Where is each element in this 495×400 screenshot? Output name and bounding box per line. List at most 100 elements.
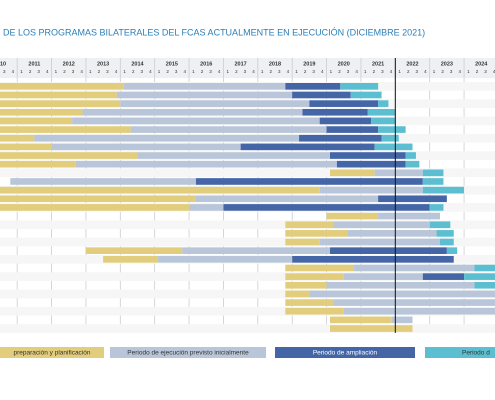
- segment: [374, 169, 423, 177]
- quarter-label: 4: [459, 69, 462, 74]
- quarter-label: 2: [201, 69, 204, 74]
- quarter-label: 2: [304, 69, 307, 74]
- quarter-label: 1: [20, 69, 23, 74]
- segment: [371, 117, 396, 125]
- segment: [326, 281, 475, 289]
- quarter-label: 4: [424, 69, 427, 74]
- quarter-label: 1: [398, 69, 401, 74]
- segment: [285, 238, 320, 246]
- segment: [378, 212, 440, 220]
- segment: [436, 230, 454, 237]
- x-tick-label: 2012: [63, 61, 75, 67]
- quarter-label: 4: [355, 69, 358, 74]
- header-bg: [0, 58, 495, 78]
- x-tick-label: 2010: [0, 61, 6, 67]
- segment: [391, 316, 413, 324]
- quarter-label: 1: [55, 69, 58, 74]
- x-tick-label: 2013: [97, 61, 109, 67]
- segment: [195, 178, 423, 185]
- segment: [0, 83, 124, 90]
- x-tick-label: 2014: [131, 61, 144, 67]
- quarter-label: 1: [364, 69, 367, 74]
- segment: [343, 273, 423, 280]
- segment: [343, 307, 495, 315]
- quarter-label: 3: [312, 69, 315, 74]
- segment: [285, 273, 344, 280]
- legend-swatch: [0, 347, 104, 358]
- segment: [319, 238, 440, 246]
- segment: [422, 273, 465, 280]
- quarter-label: 3: [72, 69, 75, 74]
- segment: [103, 256, 159, 263]
- x-tick-label: 2022: [406, 61, 418, 67]
- segment: [336, 160, 406, 168]
- segment: [285, 264, 355, 272]
- segment: [422, 186, 465, 194]
- segment: [429, 204, 444, 211]
- segment: [333, 299, 495, 306]
- quarter-label: 3: [484, 69, 487, 74]
- x-tick-label: 2015: [166, 61, 178, 67]
- quarter-label: 4: [149, 69, 152, 74]
- quarter-label: 2: [235, 69, 238, 74]
- quarter-label: 2: [29, 69, 32, 74]
- segment: [82, 108, 303, 116]
- segment: [429, 221, 451, 229]
- row-band: [0, 272, 495, 281]
- segment: [34, 134, 300, 142]
- x-tick-label: 2016: [200, 61, 212, 67]
- segment: [285, 230, 348, 237]
- quarter-label: 2: [476, 69, 479, 74]
- segment: [354, 264, 475, 272]
- segment: [309, 100, 379, 107]
- segment: [326, 126, 379, 133]
- segment: [330, 169, 375, 177]
- segment: [51, 143, 241, 151]
- quarter-label: 1: [295, 69, 298, 74]
- quarter-label: 3: [3, 69, 6, 74]
- legend-label: Periodo de ejecución previsto inicialmen…: [127, 350, 249, 357]
- quarter-label: 1: [330, 69, 333, 74]
- quarter-label: 1: [123, 69, 126, 74]
- segment: [85, 247, 183, 254]
- x-tick-label: 2018: [269, 61, 281, 67]
- segment: [189, 204, 224, 211]
- quarter-label: 2: [338, 69, 341, 74]
- segment: [158, 256, 293, 263]
- row-band: [0, 220, 495, 230]
- quarter-label: 2: [98, 69, 101, 74]
- quarter-label: 1: [226, 69, 229, 74]
- quarter-label: 3: [416, 69, 419, 74]
- quarter-label: 4: [321, 69, 324, 74]
- segment: [120, 100, 310, 107]
- quarter-label: 1: [261, 69, 264, 74]
- quarter-label: 2: [132, 69, 135, 74]
- quarter-label: 2: [407, 69, 410, 74]
- quarter-label: 3: [381, 69, 384, 74]
- x-tick-label: 2021: [372, 61, 384, 67]
- segment: [319, 117, 372, 125]
- segment: [292, 256, 454, 263]
- segment: [350, 91, 382, 99]
- segment: [292, 91, 351, 99]
- segment: [299, 134, 382, 142]
- segment: [378, 126, 406, 133]
- segment: [0, 108, 83, 116]
- quarter-label: 3: [347, 69, 350, 74]
- row-band: [0, 237, 495, 247]
- segment: [340, 83, 379, 90]
- segment: [285, 299, 334, 306]
- quarter-label: 3: [175, 69, 178, 74]
- row-band: [0, 289, 495, 299]
- segment: [72, 117, 320, 125]
- segment: [223, 204, 430, 211]
- legend-swatch: [275, 347, 415, 358]
- segment: [302, 108, 368, 116]
- chart-title: DE LOS PROGRAMAS BILATERALES DEL FCAS AC…: [3, 27, 425, 37]
- segment: [0, 126, 131, 133]
- segment: [440, 238, 454, 246]
- quarter-label: 4: [12, 69, 15, 74]
- segment: [285, 290, 310, 298]
- segment: [422, 178, 444, 185]
